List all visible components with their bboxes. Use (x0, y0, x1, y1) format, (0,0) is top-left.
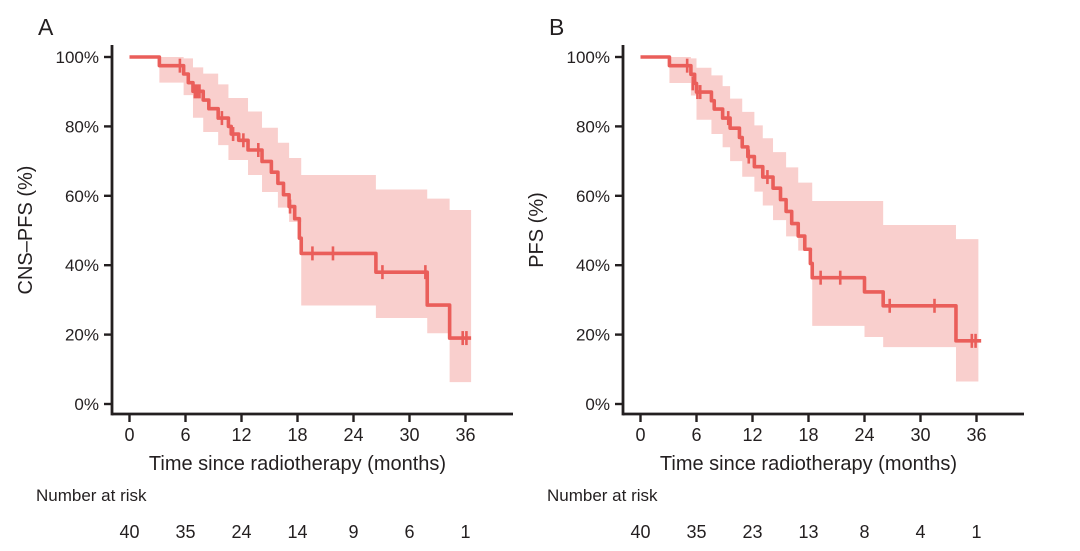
risk-count: 14 (287, 522, 307, 542)
x-axis-title: Time since radiotherapy (months) (149, 453, 446, 475)
x-tick-label: 30 (399, 425, 419, 445)
risk-count: 4 (915, 522, 925, 542)
panel-letter: B (549, 14, 564, 40)
x-tick-label: 12 (231, 425, 251, 445)
x-tick-label: 18 (798, 425, 818, 445)
y-tick-label: 20% (65, 326, 99, 345)
panel-a: 0% 20% 40% 60% 80% 100% 0 6 12 18 24 30 36 Time since… (15, 14, 513, 542)
risk-count: 24 (231, 522, 251, 542)
y-tick-label: 60% (65, 187, 99, 206)
risk-count: 1 (971, 522, 981, 542)
x-tick-label: 24 (854, 425, 874, 445)
y-tick-label: 80% (65, 117, 99, 136)
risk-count: 9 (348, 522, 358, 542)
x-tick-label: 6 (691, 425, 701, 445)
y-tick-label: 80% (576, 117, 610, 136)
y-tick-label: 100% (567, 48, 610, 67)
x-tick-label: 6 (180, 425, 190, 445)
y-tick-label: 0% (74, 395, 99, 414)
x-tick-label: 0 (635, 425, 645, 445)
risk-count: 6 (404, 522, 414, 542)
risk-count: 1 (460, 522, 470, 542)
y-tick-label: 60% (576, 187, 610, 206)
risk-count: 35 (686, 522, 706, 542)
risk-table-label: Number at risk (36, 486, 147, 505)
x-tick-label: 30 (910, 425, 930, 445)
y-axis-title: CNS–PFS (%) (15, 166, 37, 295)
x-tick-label: 18 (287, 425, 307, 445)
confidence-band (669, 57, 979, 382)
panel-letter: A (38, 14, 54, 40)
x-tick-label: 36 (966, 425, 986, 445)
y-tick-label: 20% (576, 326, 610, 345)
risk-table-label: Number at risk (547, 486, 658, 505)
km-curve (129, 55, 472, 340)
y-tick-label: 40% (576, 256, 610, 275)
risk-count: 13 (798, 522, 818, 542)
x-axis-title: Time since radiotherapy (months) (660, 453, 957, 475)
y-tick-label: 100% (56, 48, 99, 67)
confidence-band (159, 57, 472, 383)
y-tick-label: 0% (585, 395, 610, 414)
risk-count: 23 (742, 522, 762, 542)
risk-count: 35 (175, 522, 195, 542)
risk-count: 40 (630, 522, 650, 542)
x-tick-label: 36 (455, 425, 475, 445)
x-tick-label: 12 (742, 425, 762, 445)
risk-count: 40 (119, 522, 139, 542)
y-axis-title: PFS (%) (526, 192, 548, 268)
x-tick-label: 0 (124, 425, 134, 445)
y-tick-label: 40% (65, 256, 99, 275)
x-tick-label: 24 (343, 425, 363, 445)
risk-count: 8 (859, 522, 869, 542)
